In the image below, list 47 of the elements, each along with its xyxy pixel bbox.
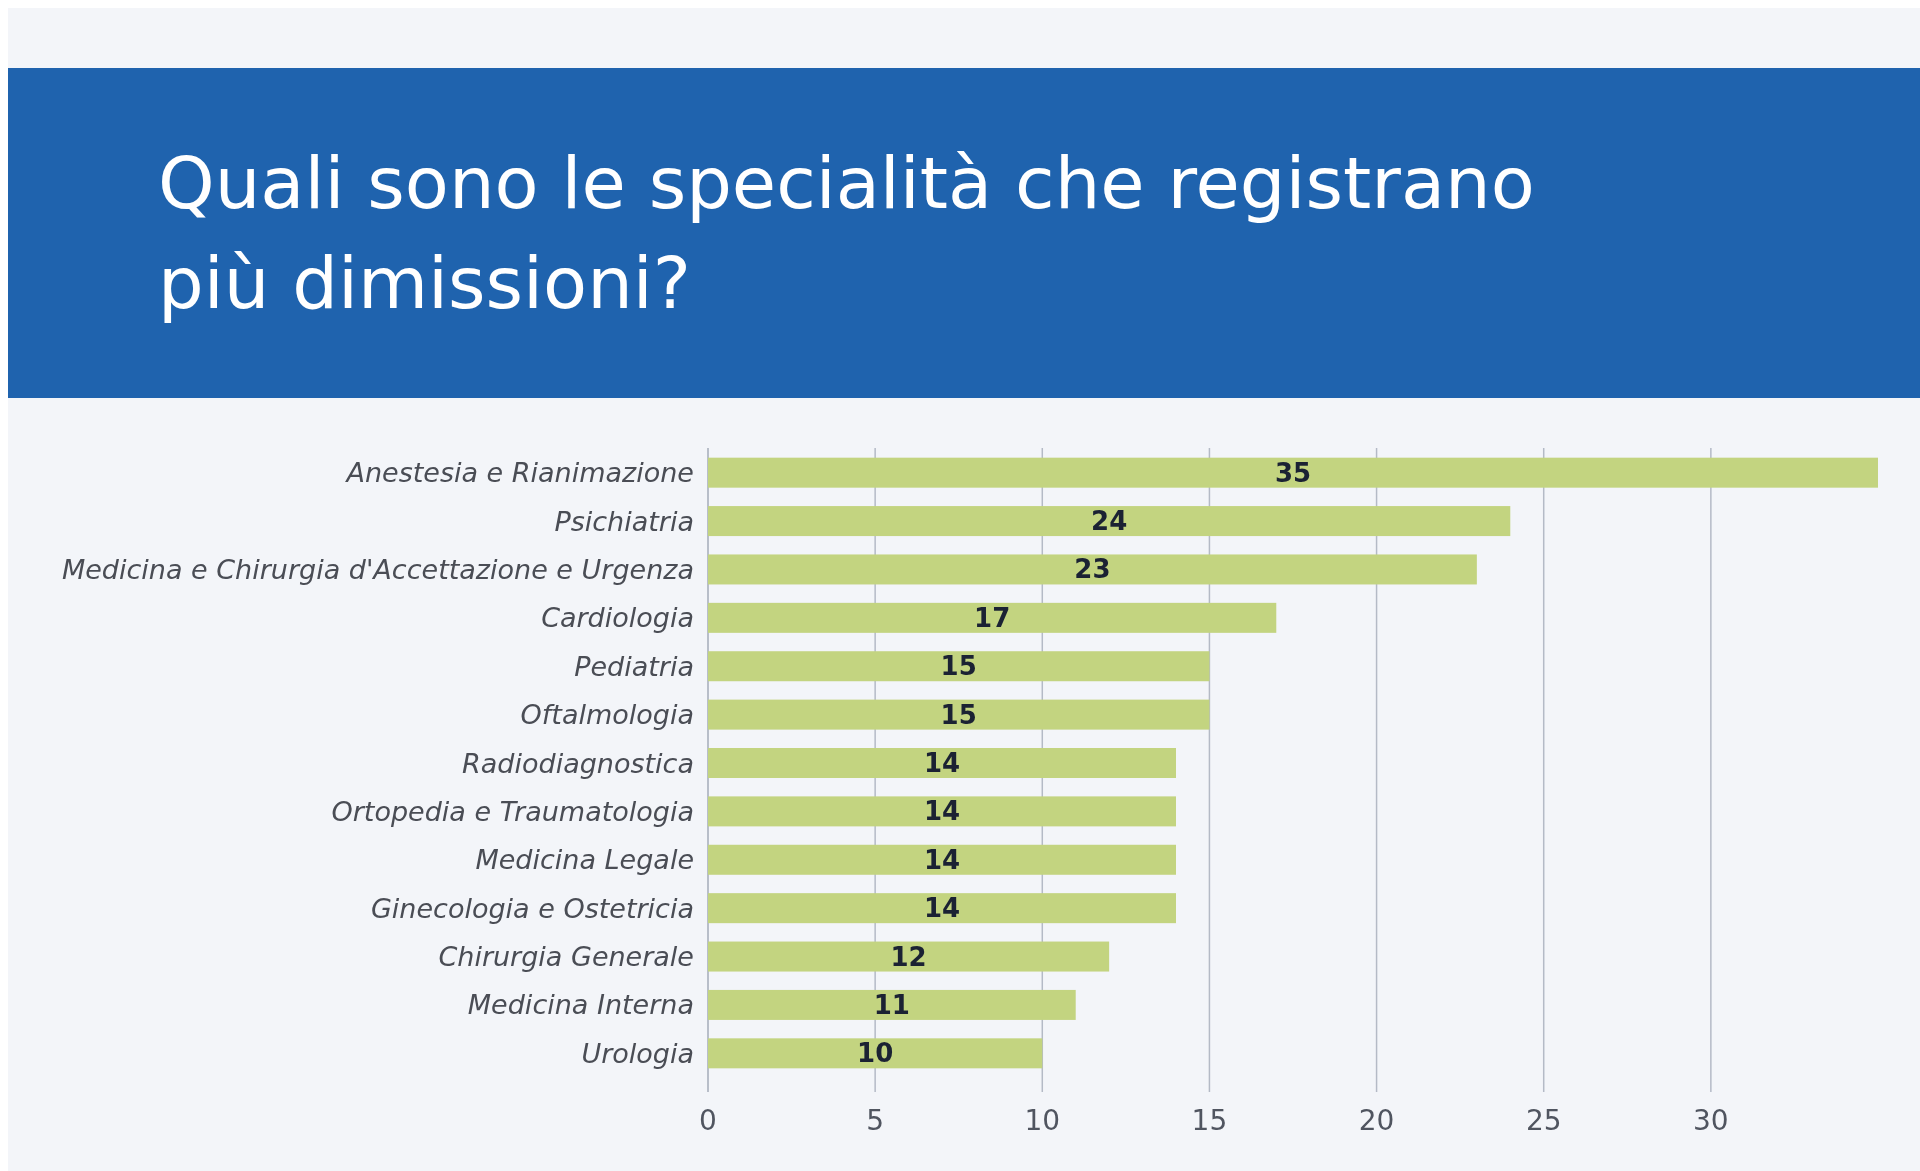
y-tick-label: Cardiologia <box>541 602 694 634</box>
data-label: 14 <box>923 748 961 778</box>
y-tick-label: Ginecologia e Ostetricia <box>370 892 694 924</box>
bar <box>708 989 1076 1020</box>
data-label: 17 <box>974 602 1011 633</box>
bar <box>708 506 1511 537</box>
y-tick-label: Urologia <box>581 1037 694 1069</box>
x-tick-label: 25 <box>1525 1104 1562 1137</box>
bar <box>708 457 1878 488</box>
y-tick-label: Medicina e Chirurgia d'Accettazione e Urgenza <box>61 553 694 585</box>
data-label: 35 <box>1274 457 1312 488</box>
y-tick-label: Pediatria <box>574 650 694 682</box>
bar <box>708 699 1210 730</box>
data-label: 24 <box>1091 506 1128 537</box>
y-tick-label: Radiodiagnostica <box>462 747 694 779</box>
data-label: 23 <box>1074 554 1111 585</box>
data-label: 10 <box>857 1038 894 1069</box>
bar <box>708 651 1210 682</box>
data-label: 15 <box>940 651 977 682</box>
y-tick-label: Medicina Legale <box>475 844 694 876</box>
y-tick-label: Ortopedia e Traumatologia <box>331 795 694 827</box>
bar <box>708 554 1477 585</box>
data-label: 14 <box>923 796 961 827</box>
bar <box>708 1038 1043 1069</box>
bar <box>708 941 1110 972</box>
bar <box>708 844 1176 875</box>
x-tick-label: 15 <box>1191 1104 1228 1137</box>
data-label: 15 <box>940 699 977 730</box>
x-tick-label: 0 <box>699 1104 717 1137</box>
bar <box>708 893 1176 924</box>
bar <box>708 748 1176 778</box>
x-tick-label: 5 <box>866 1104 885 1137</box>
data-label: 11 <box>873 989 910 1020</box>
bar <box>708 602 1277 633</box>
chart-title: Quali sono le specialità che registrano più dimissioni? <box>158 141 1535 325</box>
y-tick-label: Oftalmologia <box>520 699 694 731</box>
data-label: 14 <box>923 844 961 875</box>
bar <box>708 796 1176 827</box>
y-tick-label: Medicina Interna <box>467 989 694 1021</box>
y-tick-label: Chirurgia Generale <box>438 941 694 973</box>
y-tick-label: Anestesia e Rianimazione <box>344 457 694 489</box>
data-label: 12 <box>890 941 927 972</box>
x-tick-label: 20 <box>1358 1104 1395 1137</box>
data-label: 14 <box>923 893 961 924</box>
x-tick-label: 10 <box>1024 1104 1061 1137</box>
y-tick-label: Psichiatria <box>554 505 694 537</box>
x-tick-label: 30 <box>1693 1104 1729 1137</box>
